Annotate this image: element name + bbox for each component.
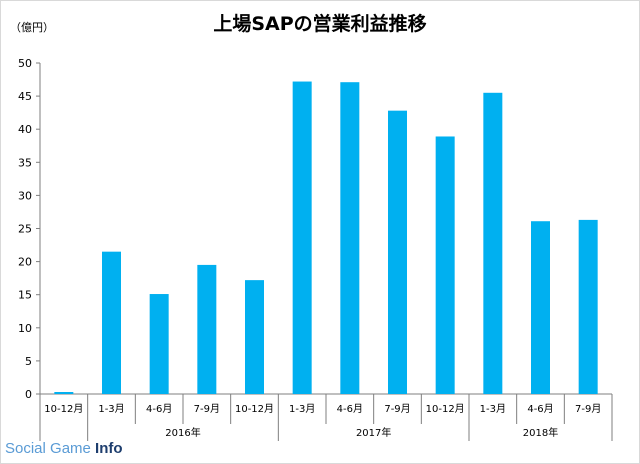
y-axis-ticks: 0 5 10 15 20 25 30 35 40 45 50: [18, 57, 40, 401]
y-tick-label: 10: [18, 322, 32, 335]
x-axis-categories: 10-12月 1-3月 4-6月 7-9月 10-12月 1-3月 4-6月 7-9月 10-1…: [44, 394, 601, 424]
category-label: 1-3月: [98, 403, 124, 415]
y-tick-label: 40: [18, 123, 32, 136]
bar: [197, 264, 217, 394]
category-label: 4-6月: [146, 403, 172, 415]
category-label: 7-9月: [384, 403, 410, 415]
bar: [149, 294, 169, 394]
year-label: 2016年: [165, 426, 200, 439]
bar: [578, 219, 598, 394]
bars: [54, 81, 598, 394]
category-label: 1-3月: [480, 403, 506, 415]
year-label: 2017年: [356, 426, 391, 439]
category-label: 10-12月: [235, 403, 274, 415]
y-tick-label: 15: [18, 289, 32, 302]
bar: [531, 221, 550, 394]
category-label: 4-6月: [337, 403, 363, 415]
bar: [102, 251, 121, 394]
bar: [54, 392, 74, 394]
chart-title: 上場SAPの営業利益推移: [213, 12, 426, 35]
y-tick-label: 20: [18, 256, 32, 269]
y-tick-label: 0: [25, 388, 32, 401]
unit-label: （億円）: [10, 21, 54, 34]
y-tick-label: 30: [18, 189, 32, 202]
y-tick-label: 50: [18, 57, 32, 70]
watermark-part1: Social Game: [5, 440, 96, 457]
y-tick-label: 45: [18, 90, 32, 103]
watermark-logo: Social Game Info: [5, 440, 123, 457]
bar: [388, 110, 407, 394]
y-tick-label: 25: [18, 223, 32, 236]
bar: [292, 81, 312, 394]
bar: [340, 82, 360, 394]
category-label: 1-3月: [289, 403, 315, 415]
x-axis-year-groups: 2016年 2017年 2018年: [39, 394, 613, 441]
y-tick-label: 35: [18, 156, 32, 169]
category-label: 10-12月: [44, 403, 83, 415]
category-label: 10-12月: [426, 403, 465, 415]
bar: [245, 280, 264, 394]
category-label: 7-9月: [575, 403, 601, 415]
axes: [39, 63, 612, 395]
year-label: 2018年: [523, 426, 558, 439]
category-label: 7-9月: [194, 403, 220, 415]
y-tick-label: 5: [25, 355, 32, 368]
bar: [483, 92, 503, 394]
watermark-part2: Info: [95, 440, 123, 457]
category-label: 4-6月: [527, 403, 553, 415]
bar: [435, 136, 455, 394]
